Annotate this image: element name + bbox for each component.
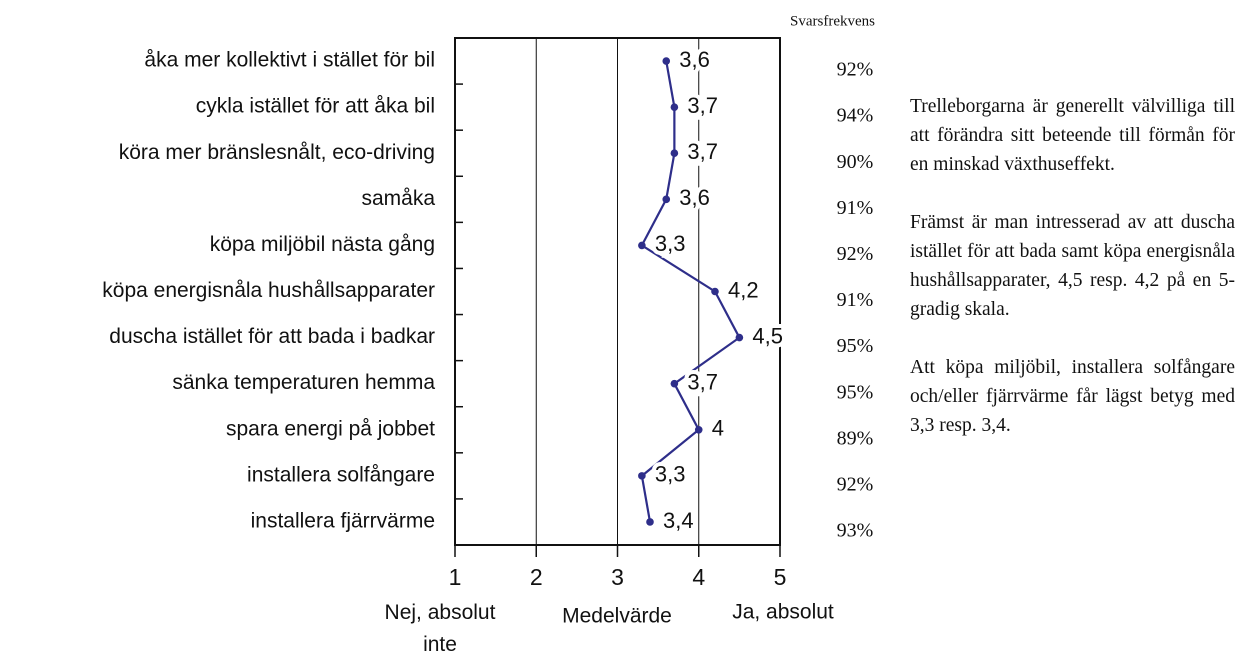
- response-rate: 95%: [837, 335, 874, 357]
- value-label: 3,4: [663, 508, 694, 533]
- response-title: Svarsfrekvens: [790, 13, 875, 29]
- point: [646, 518, 654, 526]
- value-label: 3,6: [679, 47, 710, 72]
- category-label: sänka temperaturen hemma: [172, 371, 435, 394]
- paragraph: Att köpa miljöbil, installera solfångare…: [910, 357, 1235, 436]
- category-label: cykla istället för att åka bil: [196, 95, 435, 118]
- value-label: 3,3: [655, 462, 686, 487]
- response-rate: 95%: [837, 381, 874, 403]
- response-rate: 90%: [837, 151, 874, 173]
- x-axis-label: Medelvärde: [562, 605, 672, 628]
- category-label: samåka: [361, 187, 435, 210]
- x-tick-label: 1: [449, 564, 462, 590]
- plot-frame: [454, 37, 781, 546]
- point: [670, 103, 679, 111]
- value-label: 4,2: [728, 277, 759, 302]
- response-rate: 91%: [837, 289, 874, 311]
- value-label: 3,7: [687, 139, 718, 164]
- value-label: 3,3: [655, 231, 686, 256]
- line: [640, 60, 741, 523]
- x-high-label: Ja, absolut: [732, 601, 834, 624]
- response-rate: 91%: [837, 197, 874, 219]
- category-label: köpa miljöbil nästa gång: [210, 233, 435, 256]
- paragraph: Främst är man intresserad av att duscha …: [910, 212, 1235, 320]
- point: [670, 149, 679, 158]
- response-rate: 93%: [837, 520, 874, 542]
- x-tick-label: 5: [774, 564, 787, 590]
- x-tick-label: 3: [611, 564, 624, 590]
- response-rate: 92%: [837, 243, 874, 265]
- value-label: 4: [712, 416, 724, 441]
- point: [638, 241, 646, 250]
- chart: Svarsfrekvens Medelvärde 1 2 3 4 5 Nej, absol…: [102, 13, 875, 653]
- value-label: 4,5: [752, 323, 783, 348]
- point: [662, 195, 671, 204]
- value-label: 3,6: [679, 185, 710, 210]
- value-label: 3,7: [687, 369, 718, 394]
- value-label: 3,7: [687, 93, 718, 118]
- category-label: installera fjärrvärme: [251, 510, 435, 533]
- response-rate: 94%: [837, 105, 874, 127]
- category-label: köra mer bränslesnålt, eco-driving: [119, 141, 435, 164]
- category-label: installera solfångare: [247, 463, 435, 486]
- x-tick-label: 4: [692, 564, 705, 590]
- x-tick-label: 2: [530, 564, 543, 590]
- paragraph: Trelleborgarna är generellt välvilliga t…: [910, 96, 1235, 175]
- side-text: Trelleborgarna är generellt välvilliga t…: [910, 92, 1235, 469]
- point: [735, 333, 744, 342]
- x-low-label: Nej, absolut inte: [385, 601, 496, 653]
- category-label: åka mer kollektivt i stället för bil: [144, 49, 435, 72]
- response-rate: 92%: [837, 59, 874, 81]
- response-rate: 89%: [837, 427, 874, 449]
- point: [711, 287, 719, 296]
- point: [694, 425, 703, 434]
- point: [638, 472, 646, 480]
- point: [670, 379, 679, 388]
- point: [662, 57, 671, 65]
- category-label: köpa energisnåla hushållsapparater: [102, 279, 435, 302]
- category-label: duscha istället för att bada i badkar: [109, 325, 435, 348]
- response-rate: 92%: [837, 473, 874, 495]
- category-label: spara energi på jobbet: [226, 417, 435, 440]
